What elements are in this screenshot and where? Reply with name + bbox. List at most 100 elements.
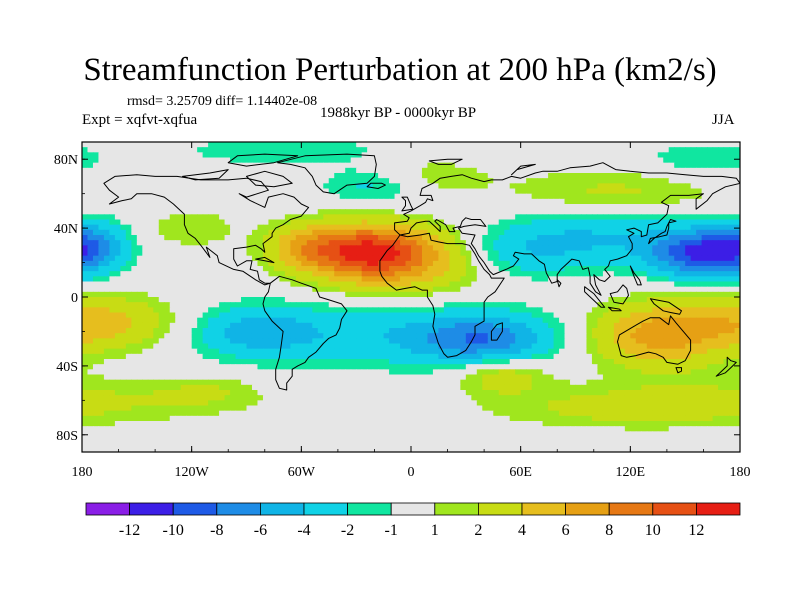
field-cell — [339, 276, 346, 283]
field-cell — [729, 188, 736, 195]
field-cell — [548, 255, 555, 262]
field-cell — [334, 173, 341, 179]
field-cell — [602, 193, 609, 200]
field-cell — [262, 224, 270, 231]
field-cell — [723, 343, 730, 350]
field-cell — [103, 214, 111, 221]
field-cell — [219, 152, 226, 159]
field-cell — [383, 157, 390, 164]
field-cell — [290, 297, 297, 303]
field-cell — [712, 152, 719, 159]
field-cell — [202, 266, 209, 272]
field-cell — [608, 167, 615, 174]
field-cell — [383, 142, 390, 148]
field-cell — [460, 152, 467, 159]
field-cell — [476, 276, 483, 283]
field-cell — [125, 333, 132, 339]
field-cell — [394, 312, 401, 319]
field-cell — [641, 157, 648, 164]
field-cell — [328, 147, 335, 153]
field-cell — [427, 209, 434, 215]
field-cell — [98, 260, 105, 267]
field-cell — [334, 281, 341, 288]
field-cell — [646, 152, 653, 159]
field-cell — [493, 291, 500, 298]
field-cell — [317, 281, 324, 288]
field-cell — [438, 224, 445, 231]
field-cell — [202, 173, 209, 179]
field-cell — [213, 198, 220, 205]
field-cell — [493, 338, 500, 345]
field-cell — [175, 188, 182, 195]
field-cell — [421, 193, 429, 200]
field-cell — [246, 157, 253, 164]
field-cell — [663, 193, 670, 200]
field-cell — [416, 281, 423, 288]
field-cell — [125, 157, 132, 164]
field-cell — [208, 157, 215, 164]
field-cell — [361, 307, 368, 314]
field-cell — [493, 229, 500, 236]
field-cell — [487, 240, 494, 246]
field-cell — [575, 152, 582, 159]
field-cell — [230, 152, 237, 159]
field-cell — [471, 343, 478, 350]
field-cell — [487, 224, 494, 231]
field-cell — [191, 266, 198, 272]
field-cell — [103, 307, 111, 314]
field-cell — [87, 250, 94, 257]
field-cell — [498, 281, 505, 288]
field-cell — [685, 317, 692, 324]
field-cell — [657, 317, 664, 324]
field-cell — [619, 178, 626, 184]
field-cell — [230, 235, 237, 241]
field-cell — [663, 188, 670, 195]
field-cell — [301, 260, 308, 267]
field-cell — [120, 353, 127, 360]
field-cell — [646, 281, 653, 288]
field-cell — [635, 209, 642, 215]
field-cell — [175, 240, 182, 246]
field-cell — [103, 286, 111, 293]
field-cell — [257, 348, 264, 355]
field-cell — [723, 266, 730, 272]
field-cell — [279, 266, 286, 272]
field-cell — [164, 255, 171, 262]
field-cell — [378, 157, 385, 164]
field-cell — [158, 353, 165, 360]
field-cell — [652, 317, 659, 324]
field-cell — [142, 255, 149, 262]
field-cell — [219, 286, 226, 293]
field-cell — [493, 188, 500, 195]
field-cell — [493, 343, 500, 350]
field-cell — [197, 167, 204, 174]
field-cell — [575, 343, 582, 350]
field-cell — [685, 193, 692, 200]
field-cell — [279, 322, 286, 329]
field-cell — [103, 338, 111, 345]
field-cell — [251, 286, 259, 293]
field-cell — [361, 322, 368, 329]
field-cell — [520, 198, 527, 205]
field-cell — [630, 322, 637, 329]
field-cell — [542, 198, 549, 205]
field-cell — [164, 333, 171, 339]
field-cell — [663, 322, 670, 329]
field-cell — [241, 317, 248, 324]
field-cell — [323, 286, 330, 293]
field-cell — [279, 353, 286, 360]
field-cell — [153, 245, 160, 252]
field-cell — [575, 142, 582, 148]
field-cell — [509, 328, 516, 334]
field-cell — [208, 312, 215, 319]
field-cell — [608, 198, 615, 205]
field-cell — [553, 229, 560, 236]
field-cell — [114, 343, 121, 350]
field-cell — [169, 204, 176, 210]
field-cell — [389, 235, 396, 241]
field-cell — [482, 198, 489, 205]
field-cell — [378, 240, 385, 246]
field-cell — [224, 281, 231, 288]
field-cell — [98, 255, 105, 262]
field-cell — [619, 188, 626, 195]
